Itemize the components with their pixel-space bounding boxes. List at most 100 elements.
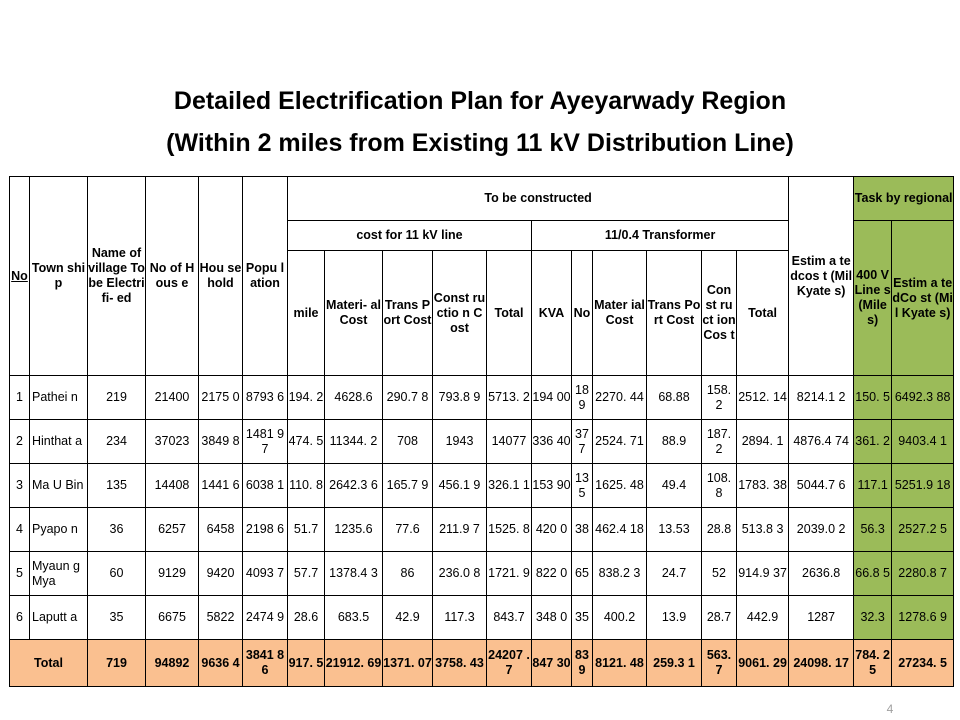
cell-tmaterial: 2524. 71 [592,419,647,464]
header-material-cost: Materi- al Cost [324,250,383,376]
cell-mile: 28.6 [287,595,325,640]
cell-transport: 86 [382,551,433,596]
cell-estregional: 9403.4 1 [891,419,955,464]
cell-no: 5 [9,551,30,596]
cell-construction: 793.8 9 [432,375,487,420]
cell-total: 326.1 1 [486,463,532,508]
cell-township: Pyapo n [29,507,88,552]
cell-tno: 13 5 [571,463,593,508]
cell-ttransport: 24.7 [646,551,702,596]
cell-household: 2175 0 [198,375,243,420]
cell-ttransport: 88.9 [646,419,702,464]
cell-no: 6 [9,595,30,640]
total-ttransport: 259.3 1 [646,639,702,687]
cell-tno: 38 [571,507,593,552]
cell-village: 60 [87,551,146,596]
cell-ttransport: 13.53 [646,507,702,552]
header-township: Town ship [29,176,88,376]
cell-population: 6038 1 [242,463,288,508]
cell-material: 1235.6 [324,507,383,552]
cell-transport: 77.6 [382,507,433,552]
cell-transport: 708 [382,419,433,464]
cell-tconstruction: 187. 2 [701,419,737,464]
cell-household: 9420 [198,551,243,596]
table-row: 5 Myaun g Mya 60 9129 9420 4093 7 57.7 1378.4 3… [9,551,955,596]
cell-transport: 42.9 [382,595,433,640]
cell-construction: 456.1 9 [432,463,487,508]
header-transformer-material-cost: Mater ial Cost [592,250,647,376]
total-ttotal: 9061. 29 [735,639,790,687]
total-estregional: 27234. 5 [891,639,955,687]
cell-lines400: 361. 2 [853,419,893,464]
cell-estregional: 2280.8 7 [891,551,955,596]
cell-construction: 211.9 7 [432,507,487,552]
total-total: 24207 .7 [486,639,532,687]
cell-lines400: 66.8 5 [853,551,893,596]
header-population: Popu lation [242,176,288,376]
cell-ttotal: 914.9 37 [735,551,790,596]
header-construction-cost: Const ructio n Cost [432,250,487,376]
cell-village: 135 [87,463,146,508]
cell-construction: 236.0 8 [432,551,487,596]
header-village: Name of village To be Electri fi- ed [87,176,146,376]
table-row: 1 Pathei n 219 21400 2175 0 8793 6 194. 2 4628.… [9,375,955,420]
header-estimated-cost: Estim a tedcos t (Mil Kyate s) [788,176,855,376]
cell-estimated: 4876.4 74 [788,419,855,464]
cell-tconstruction: 52 [701,551,737,596]
cell-estregional: 5251.9 18 [891,463,955,508]
header-total: Total [486,250,532,376]
total-estimated: 24098. 17 [788,639,855,687]
cell-total: 1525. 8 [486,507,532,552]
total-no_of_house: 94892 [145,639,199,687]
table-row: 2 Hinthat a 234 37023 3849 8 1481 97 474. 5 113… [9,419,955,464]
cell-construction: 117.3 [432,595,487,640]
cell-population: 4093 7 [242,551,288,596]
cell-tmaterial: 838.2 3 [592,551,647,596]
cell-population: 2198 6 [242,507,288,552]
page-number: 4 [886,702,894,716]
cell-lines400: 150. 5 [853,375,893,420]
header-cost-11kv: cost for 11 kV line [287,220,532,251]
cell-household: 5822 [198,595,243,640]
header-transformer-transport-cost: Trans Port Cost [646,250,702,376]
table-row: 6 Laputt a 35 6675 5822 2474 9 28.6 683.5 42.9 11… [9,595,955,640]
table-row: 3 Ma U Bin 135 14408 1441 6 6038 1 110. 8 2642.… [9,463,955,508]
header-400v-lines: 400 V Line s (Mile s) [853,220,893,376]
header-household: Hou se hold [198,176,243,376]
cell-tmaterial: 462.4 18 [592,507,647,552]
cell-township: Pathei n [29,375,88,420]
total-tconstruction: 563. 7 [701,639,737,687]
page-subtitle: (Within 2 miles from Existing 11 kV Dist… [166,129,794,157]
header-transport-cost: Trans Port Cost [382,250,433,376]
cell-tno: 35 [571,595,593,640]
total-tno: 83 9 [571,639,593,687]
cell-material: 1378.4 3 [324,551,383,596]
cell-tconstruction: 158. 2 [701,375,737,420]
cell-estimated: 2636.8 [788,551,855,596]
cell-transport: 165.7 9 [382,463,433,508]
cell-tno: 65 [571,551,593,596]
total-construction: 3758. 43 [432,639,487,687]
cell-township: Laputt a [29,595,88,640]
cell-tmaterial: 1625. 48 [592,463,647,508]
cell-no_of_house: 6675 [145,595,199,640]
cell-village: 36 [87,507,146,552]
cell-no_of_house: 21400 [145,375,199,420]
header-transformer: 11/0.4 Transformer [530,220,790,251]
cell-material: 683.5 [324,595,383,640]
cell-estimated: 1287 [788,595,855,640]
cell-mile: 57.7 [287,551,325,596]
cell-population: 1481 97 [242,419,288,464]
cell-estregional: 1278.6 9 [891,595,955,640]
cell-ttransport: 49.4 [646,463,702,508]
cell-ttotal: 2512. 14 [735,375,790,420]
cell-ttransport: 68.88 [646,375,702,420]
cell-material: 4628.6 [324,375,383,420]
cell-no_of_house: 6257 [145,507,199,552]
cell-township: Ma U Bin [29,463,88,508]
total-label: Total [9,639,88,687]
cell-ttotal: 2894. 1 [735,419,790,464]
header-est-cost-regional: Estim a tedCo st (Mil Kyate s) [891,220,955,376]
cell-lines400: 56.3 [853,507,893,552]
electrification-plan-table: No Town ship Name of village To be Elect… [9,176,955,687]
